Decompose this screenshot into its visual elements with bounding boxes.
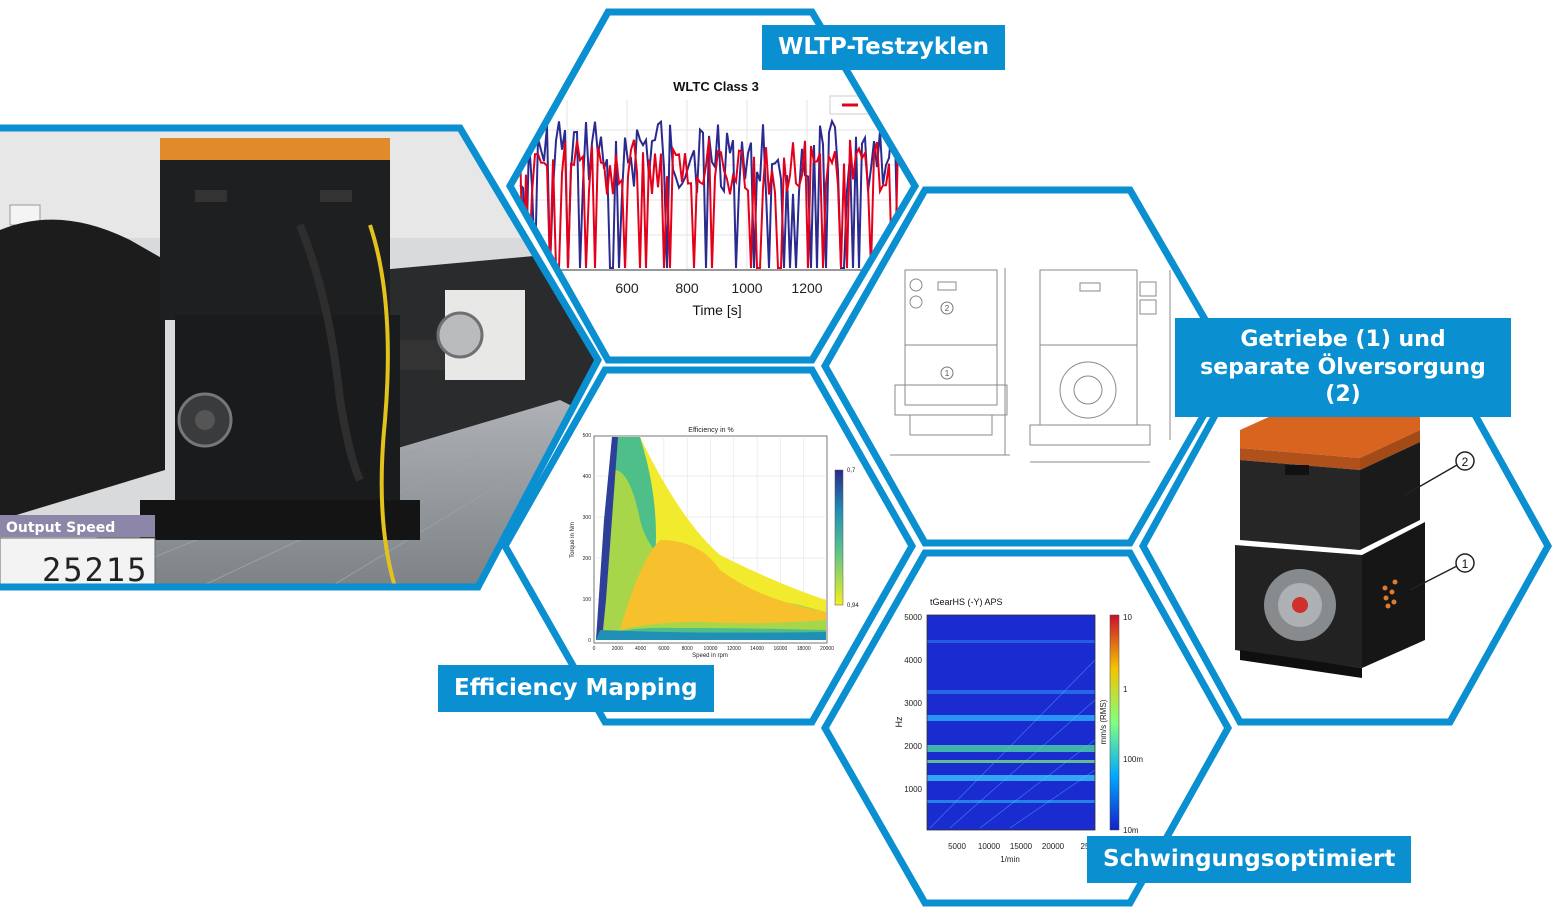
- efficiency-xtick: 14000: [750, 646, 764, 652]
- drawing-frame: [820, 186, 1237, 547]
- efficiency-xtick: 12000: [727, 646, 741, 652]
- vibration-colorbar-tick: 100m: [1123, 755, 1143, 764]
- wltc-chart-title: WLTC Class 3: [673, 79, 759, 94]
- output-speed-value: 25215: [42, 551, 148, 589]
- wltc-xtick: 1000: [731, 280, 762, 296]
- gearbox-callout-2: 2: [1462, 455, 1469, 469]
- efficiency-chart-title: Efficiency in %: [688, 427, 733, 434]
- wltc-xtick: 600: [615, 280, 639, 296]
- wltc-xtick: 800: [675, 280, 699, 296]
- wltc-series-group: [519, 118, 899, 269]
- spectrogram-band: [927, 760, 1095, 763]
- efficiency-region-low: [596, 630, 826, 640]
- vibration-ytick: 5000: [904, 613, 922, 622]
- efficiency-xtick: 6000: [658, 646, 669, 652]
- efficiency-xtick: 10000: [704, 646, 718, 652]
- photo-overlay-title: Output Speed: [6, 520, 115, 536]
- efficiency-colorbar: [834, 469, 844, 606]
- wltc-frame: [505, 8, 920, 364]
- efficiency-xticks: 0 2000 4000 6000 8000 10000 12000 14000 16000 180…: [593, 646, 835, 652]
- efficiency-region-blue: [596, 437, 618, 640]
- label-efficiency-mapping: Efficiency Mapping: [438, 665, 714, 712]
- spectrogram-plot: [927, 615, 1095, 830]
- label-vibration-optimized: Schwingungsoptimiert: [1087, 836, 1412, 883]
- vibration-chart-title: tGearHS (-Y) APS: [930, 597, 1003, 607]
- vibration-ytick: 1000: [904, 785, 922, 794]
- label-gearbox-text: Getriebe (1) und separate Ölversorgung (…: [1200, 327, 1486, 407]
- efficiency-frame: [500, 366, 917, 726]
- vibration-colorbar-tick: 1: [1123, 685, 1128, 694]
- spectrogram-band: [927, 745, 1095, 752]
- drawing-callout-2: 2: [945, 304, 950, 313]
- gearbox-upper-housing: [1240, 460, 1360, 550]
- efficiency-region-core: [620, 540, 826, 630]
- efficiency-ytick: 300: [583, 515, 592, 521]
- vibration-xtick: 5000: [948, 842, 966, 851]
- efficiency-ytick: 500: [583, 433, 592, 439]
- wltc-xlabel: Time [s]: [692, 302, 741, 318]
- vibration-ylabel: Hz: [894, 716, 904, 727]
- vibration-ytick: 3000: [904, 699, 922, 708]
- vibration-colorbar-label: mm/s (RMS): [1099, 699, 1108, 744]
- spectrogram-band: [927, 715, 1095, 721]
- spectrogram-band: [927, 775, 1095, 781]
- efficiency-colorbar-top: 0,7: [847, 468, 856, 474]
- efficiency-xtick: 8000: [682, 646, 693, 652]
- efficiency-ytick: 100: [583, 597, 592, 603]
- efficiency-xtick: 20000: [820, 646, 834, 652]
- label-wltp-test-cycles: WLTP-Testzyklen: [762, 25, 1005, 70]
- efficiency-xtick: 18000: [797, 646, 811, 652]
- efficiency-colorbar-bottom: 0,94: [847, 603, 859, 609]
- vibration-xtick: 25: [1081, 842, 1090, 851]
- vibration-frame: [820, 549, 1233, 907]
- spectrogram-band: [927, 640, 1095, 643]
- efficiency-ytick: 400: [583, 474, 592, 480]
- efficiency-ytick: 0: [588, 638, 591, 644]
- efficiency-yticks: 0 100 200 300 400 500: [583, 433, 592, 644]
- wltc-trace: [519, 138, 899, 269]
- vibration-colorbar-ticks: 10 1 100m 10m: [1123, 613, 1143, 835]
- vibration-xtick: 20000: [1042, 842, 1065, 851]
- wltc-xtick: 1200: [791, 280, 822, 296]
- spectrogram-band: [927, 690, 1095, 694]
- efficiency-xlabel: Speed in rpm: [692, 653, 728, 659]
- vibration-xtick: 15000: [1010, 842, 1033, 851]
- hexagon-frames: [0, 8, 1553, 907]
- efficiency-xtick: 16000: [773, 646, 787, 652]
- vibration-colorbar-tick: 10: [1123, 613, 1132, 622]
- vibration-xtick: 10000: [978, 842, 1001, 851]
- efficiency-xtick: 4000: [635, 646, 646, 652]
- vibration-colorbar-tick: 10m: [1123, 826, 1139, 835]
- efficiency-xtick: 0: [593, 646, 596, 652]
- drawing-callout-1: 1: [945, 369, 950, 378]
- efficiency-xtick: 2000: [612, 646, 623, 652]
- label-gearbox-oil-supply: Getriebe (1) und separate Ölversorgung (…: [1175, 318, 1511, 417]
- wltc-xticks: 0 600 800 1000 1200: [563, 280, 823, 296]
- photo-frame: [0, 124, 603, 591]
- vibration-colorbar: [1109, 614, 1120, 831]
- efficiency-ylabel: Torque in Nm: [570, 522, 576, 558]
- vibration-xlabel: 1/min: [1000, 855, 1020, 864]
- spectrogram-bands: [927, 640, 1095, 803]
- vibration-xticks: 5000 10000 15000 20000 25: [948, 842, 1090, 851]
- gearbox-callout-1: 1: [1462, 557, 1469, 571]
- vibration-ytick: 4000: [904, 656, 922, 665]
- vibration-yticks: 1000 2000 3000 4000 5000: [904, 613, 922, 794]
- vibration-ytick: 2000: [904, 742, 922, 751]
- spectrogram-band: [927, 800, 1095, 803]
- efficiency-ytick: 200: [583, 556, 592, 562]
